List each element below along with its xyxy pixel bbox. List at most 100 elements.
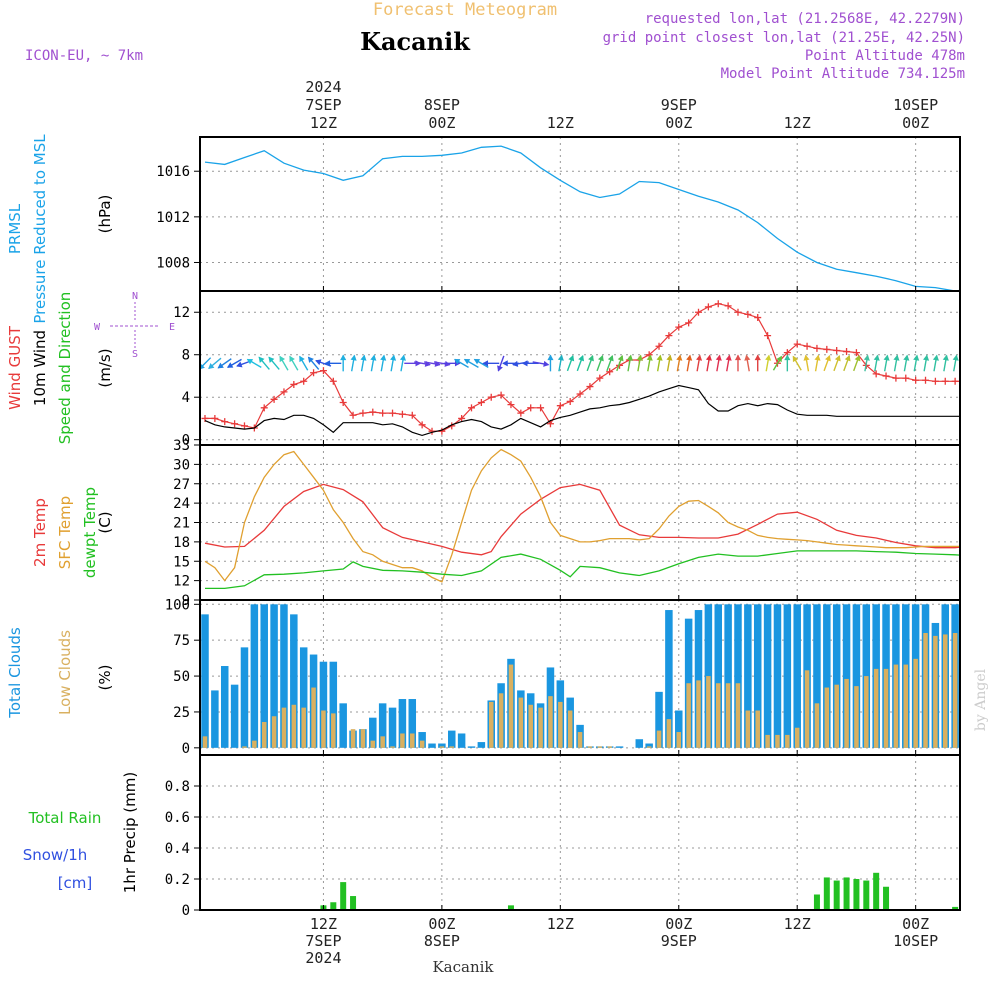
panel-label: PRMSL	[6, 203, 24, 254]
wind-arrow	[952, 354, 959, 372]
y-tick-label: 0.8	[165, 779, 190, 795]
top-time-label: 10SEP	[893, 96, 938, 114]
y-tick-label: 25	[173, 705, 190, 721]
compass-rose: N S W E	[94, 291, 175, 360]
low-cloud-bar	[370, 740, 376, 748]
total-cloud-bar	[211, 690, 219, 748]
wind-arrow	[833, 355, 841, 372]
total-cloud-bar	[230, 684, 239, 748]
wind-arrow	[803, 354, 810, 372]
low-cloud-bar	[202, 736, 208, 748]
gust-marker	[349, 411, 357, 419]
point-altitude: Point Altitude 478m	[805, 48, 965, 64]
gust-marker	[695, 308, 703, 316]
total-cloud-bar	[783, 604, 792, 748]
gust-marker	[458, 414, 466, 422]
gust-marker	[793, 340, 801, 348]
low-cloud-bar	[824, 687, 830, 748]
y-tick-label: 1008	[156, 255, 190, 271]
low-cloud-bar	[943, 634, 948, 748]
low-cloud-bar	[913, 658, 918, 748]
gust-marker	[389, 409, 397, 417]
gust-marker	[833, 346, 841, 354]
total-cloud-bar	[734, 604, 742, 748]
gust-marker	[744, 310, 752, 318]
panel-label: dewpt Temp	[81, 487, 99, 578]
top-time-label: 12Z	[784, 114, 811, 132]
bottom-time-label: 00Z	[428, 915, 455, 933]
total-cloud-bar	[220, 666, 229, 748]
gust-marker	[962, 378, 969, 385]
wind10-line	[204, 384, 960, 437]
panel-label: Pressure Reduced to MSL	[31, 134, 49, 324]
wind-arrow	[725, 354, 732, 372]
gust-marker	[941, 377, 949, 385]
wind-arrow	[715, 354, 722, 372]
compass-e: E	[169, 322, 175, 333]
gust-marker	[714, 300, 722, 308]
sfc-temp-line	[204, 448, 960, 583]
low-cloud-bar	[567, 710, 573, 748]
low-cloud-bar	[725, 683, 731, 748]
low-cloud-bar	[666, 719, 672, 748]
rain-bar	[833, 880, 840, 910]
wind-arrow	[676, 354, 683, 372]
plot-area	[200, 300, 969, 437]
low-cloud-bar	[271, 716, 277, 748]
low-cloud-bar	[785, 734, 790, 748]
gust-marker	[596, 374, 604, 382]
rain-bar	[330, 902, 337, 910]
bottom-time-label: 00Z	[902, 915, 929, 933]
low-cloud-bar	[498, 693, 504, 748]
wind-arrow	[497, 355, 505, 372]
low-cloud-bar	[804, 670, 810, 748]
wind-arrow	[734, 354, 742, 372]
low-cloud-bar	[963, 636, 968, 748]
total-cloud-bar	[378, 703, 387, 748]
low-cloud-bar	[696, 680, 701, 748]
low-cloud-bar	[360, 729, 366, 748]
y-tick-label: 1016	[156, 164, 190, 180]
total-cloud-bar	[961, 617, 969, 748]
plot-area	[201, 604, 969, 748]
gust-marker	[211, 414, 219, 422]
total-cloud-bar	[615, 746, 624, 748]
low-cloud-bar	[291, 704, 297, 748]
wind-arrow	[616, 355, 624, 372]
compass-s: S	[132, 349, 138, 360]
gust-marker	[270, 395, 278, 403]
y-tick-label: 12	[173, 305, 190, 321]
wind-arrow	[532, 360, 550, 367]
rain-bar	[813, 894, 820, 910]
y-tick-label: 0.6	[165, 810, 190, 826]
bottom-time-label: 10SEP	[893, 932, 938, 950]
gust-marker	[487, 393, 495, 401]
gust-marker	[872, 370, 880, 378]
y-tick-label: 9	[182, 593, 190, 609]
bottom-time-label: 8SEP	[424, 932, 460, 950]
location-title: Kacanik	[360, 27, 471, 56]
model-label: ICON-EU, ~ 7km	[25, 48, 143, 64]
top-time-label: 8SEP	[424, 96, 460, 114]
dewpt-line	[205, 550, 960, 590]
rain-bar	[843, 877, 850, 910]
panel-frame	[199, 136, 961, 292]
wind-arrow	[557, 354, 564, 372]
low-cloud-bar	[775, 734, 780, 748]
panel-1: 0 4 8 12 (m/s) Wind GUST 10m Wind Speed and Dir…	[6, 290, 969, 449]
total-cloud-bar	[428, 743, 436, 748]
low-cloud-bar	[873, 668, 879, 748]
wind-arrow	[646, 354, 653, 372]
rain-bar	[823, 877, 830, 910]
low-cloud-bar	[242, 746, 247, 748]
y-tick-label: 33	[173, 438, 190, 454]
panel-label: Low Clouds	[56, 630, 74, 715]
low-cloud-bar	[794, 727, 800, 748]
wind-arrow	[626, 354, 633, 372]
gust-marker	[912, 376, 920, 384]
wind-arrow	[883, 354, 890, 372]
wind-arrow	[853, 355, 861, 372]
y-tick-label: 100	[165, 597, 190, 613]
low-cloud-bar	[686, 683, 691, 748]
panel-2: 9 12 15 18 21 24 27 30 33 (C) 2m Temp SFC Temp dewpt…	[31, 438, 961, 609]
